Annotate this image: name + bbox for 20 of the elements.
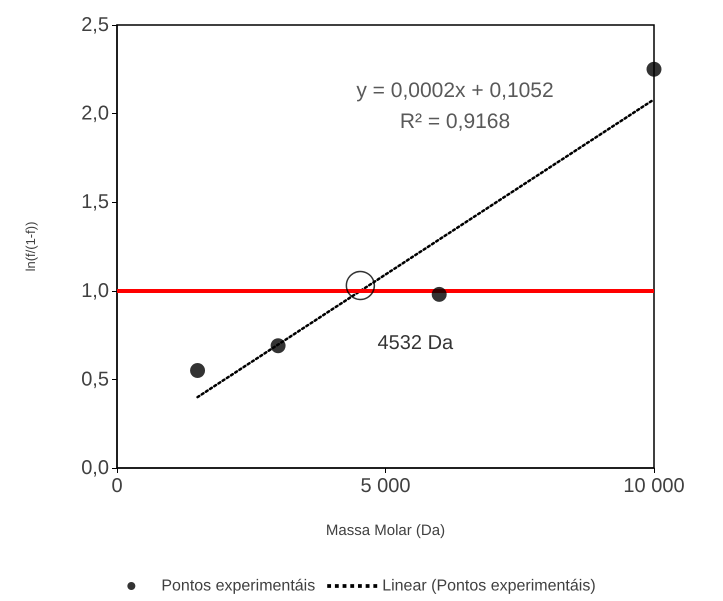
x-tick-label: 10 000 [623,475,685,497]
point [190,363,206,378]
x-tick-label: 5 000 [360,475,411,497]
y-tick-label: 2,5 [81,14,109,36]
legend-label: Pontos experimentáis [161,578,316,594]
y-tick-label: 1,0 [81,280,109,302]
y-tick-label: 0,5 [81,368,109,390]
annotation: y = 0,0002x + 0,1052 [356,79,554,102]
point [270,338,286,354]
x-tick-label: 0 [111,475,123,497]
point [646,62,662,77]
y-axis-title: ln(f/(1-f)) [23,222,38,272]
y-tick-label: 2,0 [81,102,109,125]
annotation: R² = 0,9168 [400,110,510,133]
y-tick-label: 1,5 [81,191,109,214]
annotation: 4532 Da [378,332,454,354]
point [432,286,447,302]
x-axis-title: Massa Molar (Da) [326,522,446,539]
y-tick-label: 0,0 [81,457,109,479]
legend-label: Linear (Pontos experimentáis) [382,578,596,594]
